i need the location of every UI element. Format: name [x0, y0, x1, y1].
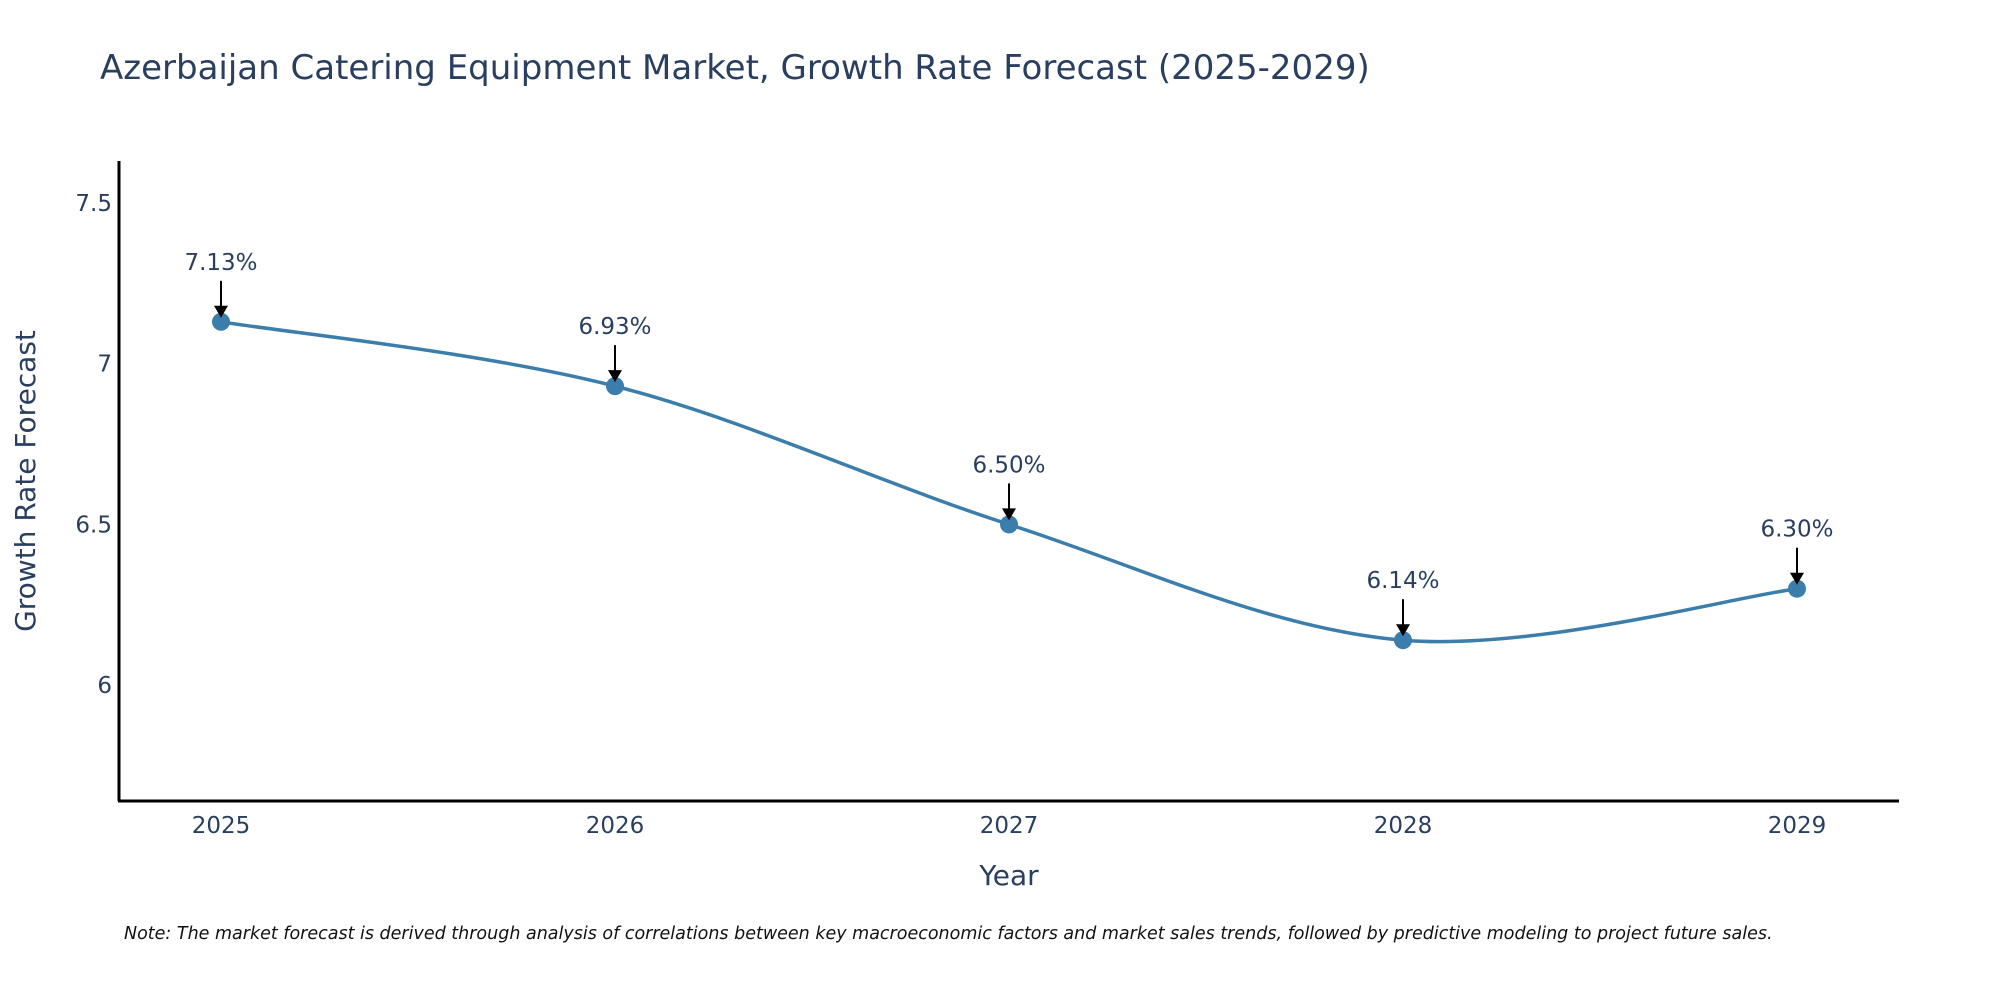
data-point — [1394, 631, 1412, 650]
y-tick-label: 6 — [97, 673, 112, 699]
data-label: 6.14% — [1366, 568, 1439, 594]
data-label: 6.50% — [972, 452, 1045, 478]
x-tick-label: 2027 — [980, 813, 1039, 839]
x-axis-title: Year — [978, 859, 1039, 892]
data-label: 7.13% — [184, 250, 257, 276]
data-label-annotations: 7.13% 6.93% 6.50% 6.14% 6.30% — [184, 250, 1834, 637]
y-tick-labels: 6 6.5 7 7.5 — [75, 191, 112, 699]
annotation-arrow-head — [608, 370, 622, 383]
x-tick-labels: 2025 2026 2027 2028 2029 — [192, 813, 1827, 839]
annotation-arrow-head — [214, 305, 228, 318]
series-markers — [212, 312, 1806, 650]
data-point — [1000, 515, 1018, 534]
data-label: 6.30% — [1760, 517, 1833, 543]
x-tick-label: 2026 — [586, 813, 645, 839]
axes — [117, 161, 1899, 803]
annotation-arrow-head — [1002, 508, 1016, 521]
annotation-arrow-head — [1396, 624, 1410, 637]
data-point — [606, 377, 624, 396]
x-tick-label: 2028 — [1374, 813, 1433, 839]
y-tick-label: 7 — [97, 352, 112, 378]
x-tick-label: 2029 — [1768, 813, 1827, 839]
data-label: 6.93% — [578, 314, 651, 340]
annotation-arrow-head — [1790, 572, 1804, 585]
data-point — [1788, 579, 1806, 598]
data-point — [212, 312, 230, 331]
y-tick-label: 7.5 — [75, 191, 112, 217]
y-axis-title: Growth Rate Forecast — [9, 330, 42, 632]
chart-title: Azerbaijan Catering Equipment Market, Gr… — [100, 48, 1370, 88]
footnote: Note: The market forecast is derived thr… — [124, 924, 1773, 944]
x-tick-label: 2025 — [192, 813, 251, 839]
y-tick-label: 6.5 — [75, 512, 112, 538]
